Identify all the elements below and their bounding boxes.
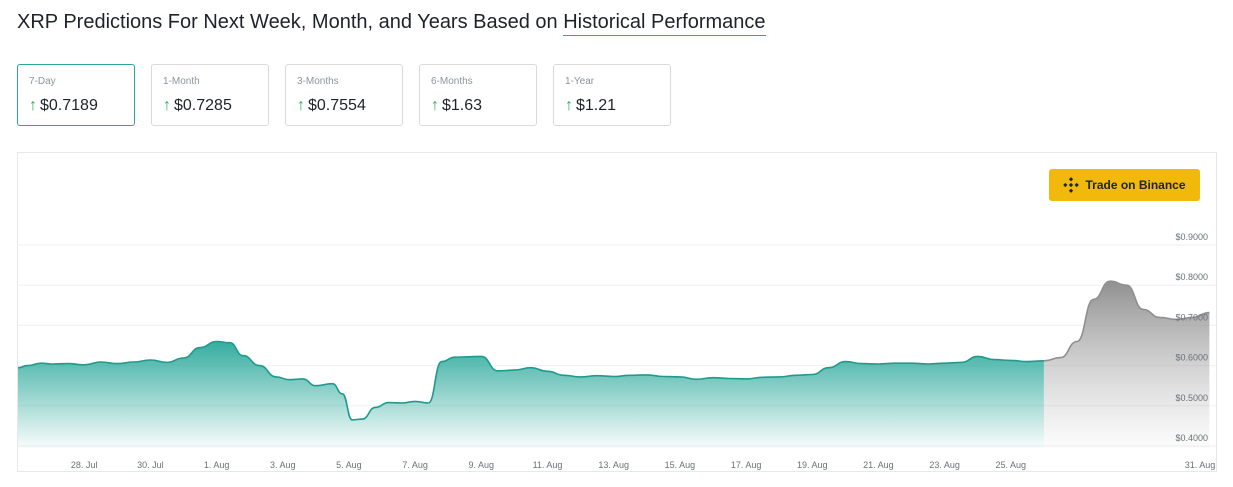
x-tick-label: 7. Aug bbox=[402, 460, 428, 470]
card-label: 3-Months bbox=[297, 76, 339, 87]
y-tick-label: $0.4000 bbox=[1175, 433, 1208, 443]
y-tick-label: $0.7000 bbox=[1175, 312, 1208, 322]
trade-on-binance-button[interactable]: Trade on Binance bbox=[1049, 169, 1200, 201]
binance-logo-icon bbox=[1063, 177, 1080, 193]
card-label: 1-Month bbox=[163, 76, 200, 87]
x-tick-label: 30. Jul bbox=[137, 460, 164, 470]
trade-button-label: Trade on Binance bbox=[1085, 178, 1186, 192]
card-value: $0.7285 bbox=[174, 97, 232, 114]
x-tick-label: 5. Aug bbox=[336, 460, 362, 470]
x-tick-label: 19. Aug bbox=[797, 460, 828, 470]
prediction-cards: 7-Day ↑ $0.7189 1-Month ↑ $0.7285 3-Months… bbox=[17, 64, 671, 126]
card-label: 7-Day bbox=[29, 76, 56, 87]
up-arrow-icon: ↑ bbox=[29, 97, 37, 114]
up-arrow-icon: ↑ bbox=[297, 97, 305, 114]
x-tick-label: 28. Jul bbox=[71, 460, 98, 470]
card-value: $1.63 bbox=[442, 97, 483, 114]
card-7-day[interactable]: 7-Day ↑ $0.7189 bbox=[17, 64, 135, 126]
x-tick-label: 21. Aug bbox=[863, 460, 894, 470]
prediction-area bbox=[1043, 281, 1210, 448]
x-tick-label: 23. Aug bbox=[929, 460, 960, 470]
x-tick-label: 13. Aug bbox=[598, 460, 629, 470]
x-tick-label: 9. Aug bbox=[469, 460, 495, 470]
card-value: $0.7189 bbox=[40, 97, 98, 114]
card-label: 6-Months bbox=[431, 76, 473, 87]
price-chart-frame bbox=[17, 152, 1217, 472]
x-tick-label: 15. Aug bbox=[665, 460, 696, 470]
historical-area bbox=[18, 341, 1044, 448]
up-arrow-icon: ↑ bbox=[431, 97, 439, 114]
x-tick-label: 17. Aug bbox=[731, 460, 762, 470]
x-tick-label: 1. Aug bbox=[204, 460, 230, 470]
up-arrow-icon: ↑ bbox=[163, 97, 171, 114]
card-1-month[interactable]: 1-Month ↑ $0.7285 bbox=[151, 64, 269, 126]
historical-line bbox=[17, 340, 1044, 421]
x-tick-label: 31. Aug bbox=[1185, 460, 1216, 470]
x-tick-label: 11. Aug bbox=[533, 460, 563, 470]
up-arrow-icon: ↑ bbox=[565, 97, 573, 114]
card-value: $1.21 bbox=[576, 97, 617, 114]
y-tick-label: $0.8000 bbox=[1175, 272, 1208, 282]
page-title: XRP Predictions For Next Week, Month, an… bbox=[17, 8, 766, 36]
y-tick-label: $0.9000 bbox=[1175, 232, 1208, 242]
card-1-year[interactable]: 1-Year ↑ $1.21 bbox=[553, 64, 671, 126]
historical-performance-link[interactable]: Historical Performance bbox=[563, 11, 766, 36]
card-label: 1-Year bbox=[565, 76, 595, 87]
card-6-months[interactable]: 6-Months ↑ $1.63 bbox=[419, 64, 537, 126]
page-title-text: XRP Predictions For Next Week, Month, an… bbox=[17, 11, 564, 33]
x-tick-label: 3. Aug bbox=[270, 460, 296, 470]
y-tick-label: $0.6000 bbox=[1175, 353, 1208, 363]
y-tick-label: $0.5000 bbox=[1175, 393, 1208, 403]
card-value: $0.7554 bbox=[308, 97, 366, 114]
prediction-line bbox=[1043, 280, 1210, 362]
x-tick-label: 25. Aug bbox=[996, 460, 1027, 470]
card-3-months[interactable]: 3-Months ↑ $0.7554 bbox=[285, 64, 403, 126]
